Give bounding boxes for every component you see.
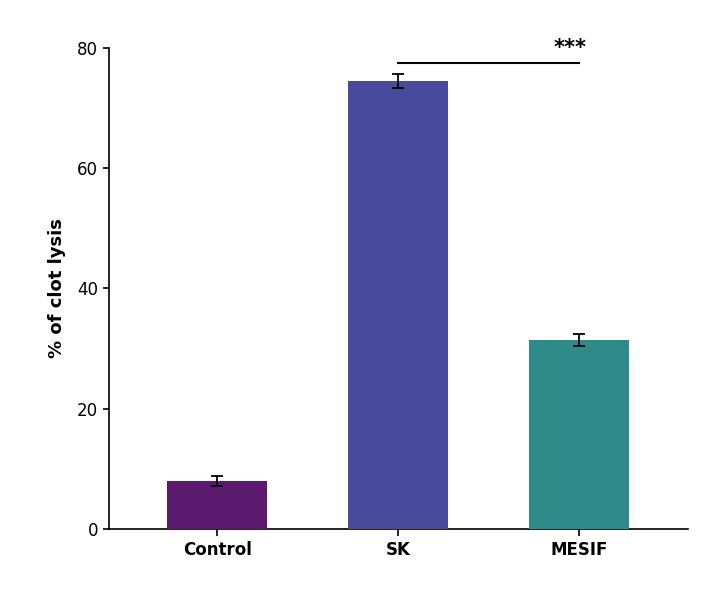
Y-axis label: % of clot lysis: % of clot lysis [48, 219, 66, 358]
Bar [167, 481, 267, 529]
Text: ***: *** [554, 38, 586, 58]
Bar [348, 81, 448, 529]
Bar [529, 340, 629, 529]
